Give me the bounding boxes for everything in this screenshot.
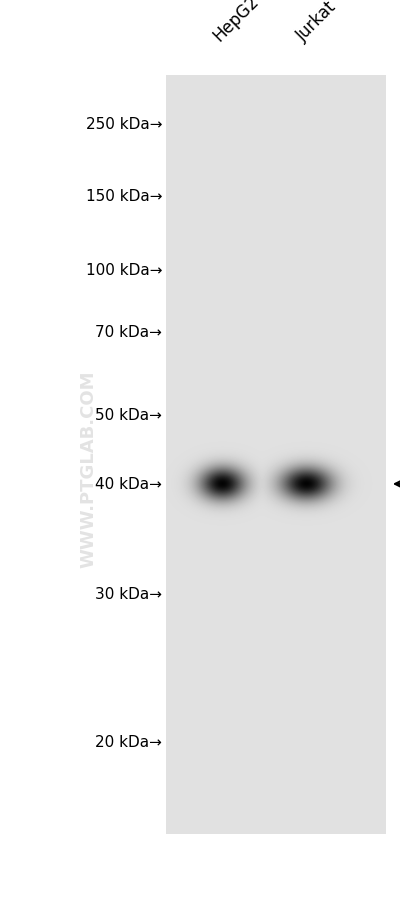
Text: 150 kDa→: 150 kDa→ xyxy=(86,189,162,204)
Text: 70 kDa→: 70 kDa→ xyxy=(95,325,162,339)
Text: Jurkat: Jurkat xyxy=(293,0,340,45)
Text: HepG2: HepG2 xyxy=(209,0,262,45)
Text: 20 kDa→: 20 kDa→ xyxy=(95,734,162,749)
Text: 40 kDa→: 40 kDa→ xyxy=(95,477,162,492)
Text: 30 kDa→: 30 kDa→ xyxy=(95,586,162,601)
Text: 250 kDa→: 250 kDa→ xyxy=(86,117,162,132)
Text: 100 kDa→: 100 kDa→ xyxy=(86,263,162,278)
Text: WWW.PTGLAB.COM: WWW.PTGLAB.COM xyxy=(79,371,97,567)
Text: 50 kDa→: 50 kDa→ xyxy=(95,408,162,422)
